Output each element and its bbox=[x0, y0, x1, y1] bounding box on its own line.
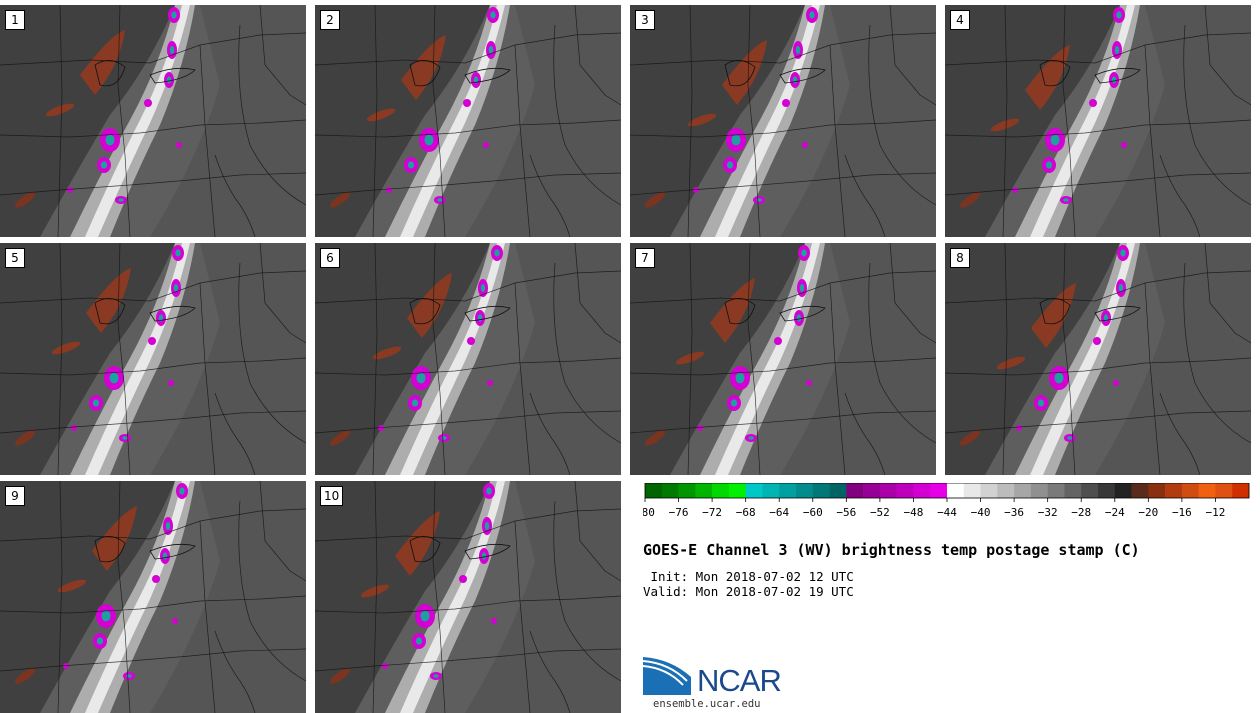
colorbar-tick-label: −20 bbox=[1138, 506, 1158, 519]
colorbar-swatch bbox=[745, 483, 763, 498]
init-time: Init: Mon 2018-07-02 12 UTC bbox=[643, 569, 854, 584]
colorbar-tick-label: −32 bbox=[1038, 506, 1058, 519]
colorbar-swatch bbox=[812, 483, 830, 498]
water-vapor-map bbox=[315, 481, 621, 713]
colorbar-swatch bbox=[829, 483, 847, 498]
colorbar-swatch bbox=[678, 483, 696, 498]
colorbar-swatch bbox=[1131, 483, 1149, 498]
colorbar-swatch bbox=[1114, 483, 1132, 498]
colorbar-swatch bbox=[1014, 483, 1032, 498]
map-panel: 6 bbox=[315, 243, 621, 475]
colorbar-tick-label: −24 bbox=[1105, 506, 1125, 519]
colorbar-swatch bbox=[779, 483, 797, 498]
panel-number: 9 bbox=[5, 486, 25, 506]
map-panel: 2 bbox=[315, 5, 621, 237]
water-vapor-map bbox=[0, 243, 306, 475]
map-panel: 10 bbox=[315, 481, 621, 713]
water-vapor-map bbox=[315, 5, 621, 237]
colorbar-tick-label: −76 bbox=[669, 506, 689, 519]
colorbar-swatch bbox=[1165, 483, 1183, 498]
panel-number: 7 bbox=[635, 248, 655, 268]
logo-url: ensemble.ucar.edu bbox=[653, 698, 761, 710]
colorbar-tick-label: −48 bbox=[904, 506, 924, 519]
panel-number: 5 bbox=[5, 248, 25, 268]
colorbar-swatch bbox=[1232, 483, 1250, 498]
ncar-logo-icon bbox=[643, 657, 691, 695]
colorbar-swatch bbox=[1181, 483, 1199, 498]
colorbar-tick-label: −44 bbox=[937, 506, 957, 519]
colorbar-swatch bbox=[846, 483, 864, 498]
colorbar-swatch bbox=[947, 483, 965, 498]
water-vapor-map bbox=[630, 243, 936, 475]
colorbar-swatch bbox=[896, 483, 914, 498]
colorbar-tick-label: −64 bbox=[769, 506, 789, 519]
colorbar-swatch bbox=[913, 483, 931, 498]
map-panel: 5 bbox=[0, 243, 306, 475]
figure-title: GOES-E Channel 3 (WV) brightness temp po… bbox=[643, 541, 1140, 559]
colorbar-swatch bbox=[762, 483, 780, 498]
colorbar-tick-label: −68 bbox=[736, 506, 756, 519]
colorbar-swatch bbox=[1098, 483, 1116, 498]
colorbar-tick-label: −40 bbox=[971, 506, 991, 519]
water-vapor-map bbox=[630, 5, 936, 237]
map-panel: 7 bbox=[630, 243, 936, 475]
colorbar-swatch bbox=[1064, 483, 1082, 498]
panel-number: 6 bbox=[320, 248, 340, 268]
colorbar-swatch bbox=[712, 483, 730, 498]
map-panel: 4 bbox=[945, 5, 1251, 237]
colorbar-swatch bbox=[863, 483, 881, 498]
panel-number: 3 bbox=[635, 10, 655, 30]
colorbar-swatch bbox=[1148, 483, 1166, 498]
colorbar-swatch bbox=[1047, 483, 1065, 498]
colorbar-swatch bbox=[661, 483, 679, 498]
colorbar-swatch bbox=[645, 483, 663, 498]
map-panel: 3 bbox=[630, 5, 936, 237]
colorbar-tick-label: −60 bbox=[803, 506, 823, 519]
panel-number: 1 bbox=[5, 10, 25, 30]
colorbar-tick-label: −12 bbox=[1206, 506, 1226, 519]
water-vapor-map bbox=[945, 243, 1251, 475]
water-vapor-map bbox=[945, 5, 1251, 237]
colorbar-tick-label: −36 bbox=[1004, 506, 1024, 519]
colorbar-tick-label: −80 bbox=[643, 506, 655, 519]
colorbar-swatch bbox=[695, 483, 713, 498]
map-panel: 1 bbox=[0, 5, 306, 237]
logo-text: NCAR bbox=[697, 663, 782, 698]
map-panel: 8 bbox=[945, 243, 1251, 475]
colorbar-tick-label: −16 bbox=[1172, 506, 1192, 519]
colorbar-swatch bbox=[980, 483, 998, 498]
colorbar-swatch bbox=[1081, 483, 1099, 498]
colorbar-swatch bbox=[1198, 483, 1216, 498]
colorbar-tick-label: −72 bbox=[702, 506, 722, 519]
panel-number: 8 bbox=[950, 248, 970, 268]
colorbar: −80−76−72−68−64−60−56−52−48−44−40−36−32−… bbox=[643, 483, 1250, 519]
colorbar-swatch bbox=[1215, 483, 1233, 498]
panel-number: 4 bbox=[950, 10, 970, 30]
colorbar-swatch bbox=[1030, 483, 1048, 498]
colorbar-swatch bbox=[963, 483, 981, 498]
water-vapor-map bbox=[0, 481, 306, 713]
water-vapor-map bbox=[315, 243, 621, 475]
valid-time: Valid: Mon 2018-07-02 19 UTC bbox=[643, 584, 854, 599]
water-vapor-map bbox=[0, 5, 306, 237]
panel-number: 10 bbox=[320, 486, 344, 506]
colorbar-swatch bbox=[997, 483, 1015, 498]
panel-number: 2 bbox=[320, 10, 340, 30]
colorbar-tick-label: −56 bbox=[836, 506, 856, 519]
map-panel: 9 bbox=[0, 481, 306, 713]
colorbar-tick-label: −28 bbox=[1071, 506, 1091, 519]
colorbar-swatch bbox=[879, 483, 897, 498]
colorbar-swatch bbox=[728, 483, 746, 498]
colorbar-swatch bbox=[930, 483, 948, 498]
colorbar-swatch bbox=[796, 483, 814, 498]
colorbar-tick-label: −52 bbox=[870, 506, 890, 519]
